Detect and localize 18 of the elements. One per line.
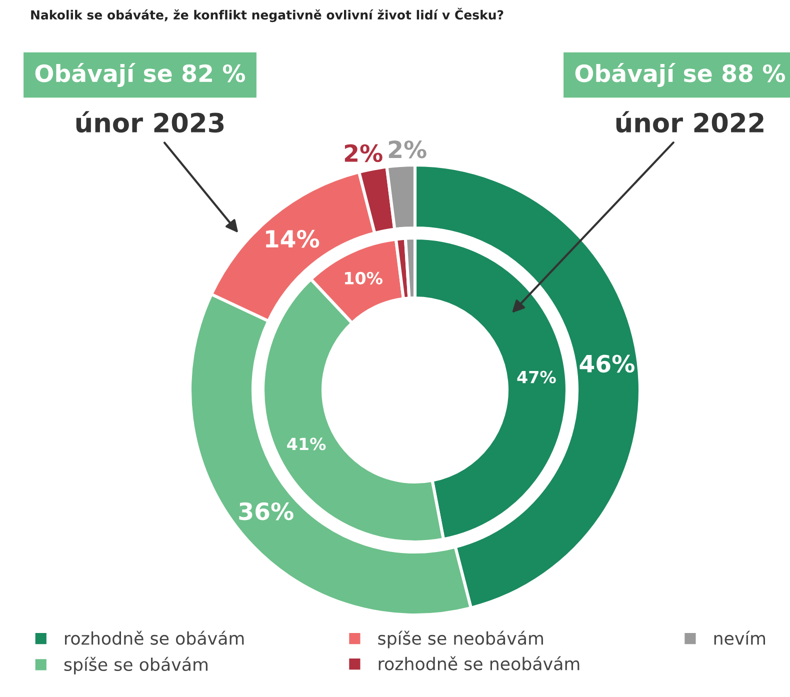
- legend-label: spíše se obávám: [64, 656, 208, 674]
- data-label: 36%: [239, 502, 294, 520]
- data-label: 46%: [580, 354, 634, 373]
- data-label: 47%: [517, 370, 556, 384]
- text: Obávají se 88 %: [575, 63, 786, 87]
- legend-label: rozhodně se obávám: [65, 630, 244, 645]
- chart-title: Nakolik se obáváte, že konflikt negativně ovlivní život lidí v Česku?: [31, 8, 504, 22]
- legend-label: rozhodně se neobávám: [378, 656, 580, 670]
- data-label: 2%: [388, 140, 426, 158]
- text: Obávají se 82 %: [35, 63, 246, 87]
- data-label: 10%: [344, 272, 382, 284]
- slice-label: únor 2022: [616, 111, 764, 133]
- data-label: 14%: [266, 230, 320, 248]
- data-label: 2%: [344, 144, 382, 162]
- slice-label: únor 2023: [76, 111, 224, 133]
- legend-label: spíše se neobávám: [378, 630, 543, 648]
- legend-label: nevím: [714, 630, 765, 645]
- data-label: 41%: [287, 438, 326, 450]
